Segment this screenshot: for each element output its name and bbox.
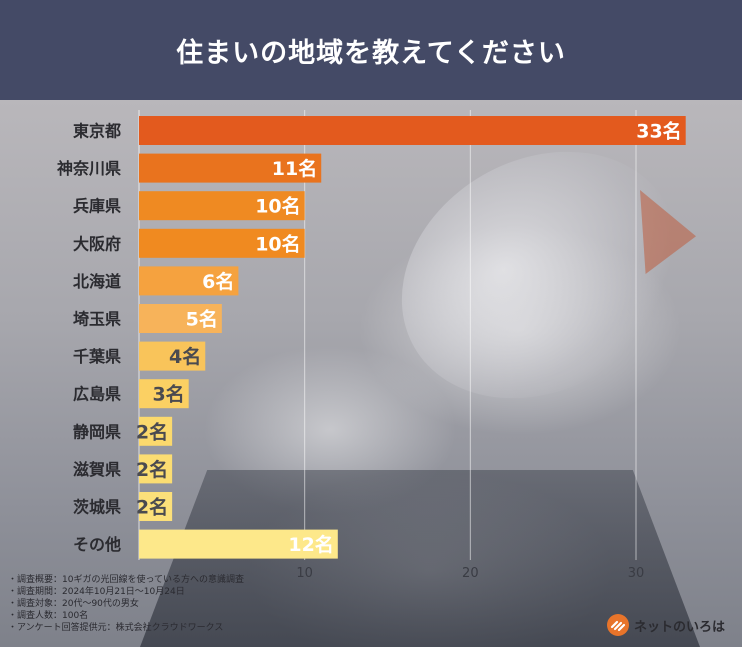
bar: [139, 454, 173, 484]
bar: [139, 416, 173, 446]
value-label: 3名: [152, 383, 184, 406]
category-label: 東京都: [73, 122, 121, 141]
value-label: 2名: [136, 496, 168, 519]
bar: [139, 529, 338, 559]
note-survey-period: ・調査期間：2024年10月21日〜10月24日: [8, 587, 185, 597]
value-label: 2名: [136, 458, 168, 481]
category-label: 兵庫県: [73, 197, 121, 216]
value-label: 6名: [202, 270, 234, 293]
value-label: 5名: [186, 308, 218, 331]
category-label: その他: [73, 535, 121, 554]
note-survey-provider: ・アンケート回答提供元：株式会社クラウドワークス: [8, 623, 224, 633]
bar: [139, 153, 322, 183]
value-label: 33名: [636, 120, 681, 143]
note-survey-count: ・調査人数：100名: [8, 611, 89, 621]
note-survey-summary: ・調査概要：10ギガの光回線を使っている方への意識調査: [8, 575, 245, 585]
header-banner: 住まいの地域を教えてください: [0, 0, 742, 100]
value-label: 4名: [169, 345, 201, 368]
page-title: 住まいの地域を教えてください: [176, 37, 566, 69]
x-axis-tick-labels: 10 20 30: [296, 566, 644, 581]
category-label: 神奈川県: [57, 159, 121, 178]
value-label: 11名: [272, 157, 317, 180]
category-label: 埼玉県: [73, 310, 121, 329]
category-label: 北海道: [73, 272, 121, 291]
bar: [139, 304, 222, 333]
value-labels: 33名 11名 10名 10名 6名 5名 4名 3名 2名 2名 2名 12名: [136, 120, 682, 557]
brand-mark-icon: [607, 614, 629, 636]
brand-name: ネットのいろは: [634, 619, 726, 635]
grid-lines: [138, 110, 637, 560]
value-label: 12名: [288, 533, 333, 556]
bar: [139, 379, 189, 409]
category-label: 千葉県: [73, 347, 121, 366]
category-label: 広島県: [73, 385, 121, 404]
value-label: 2名: [136, 420, 168, 443]
x-tick-label: 20: [462, 566, 479, 581]
value-label: 10名: [255, 195, 300, 218]
bar: [139, 492, 173, 521]
bar: [139, 341, 206, 371]
bar: [139, 191, 305, 221]
category-label: 滋賀県: [73, 460, 121, 479]
bar: [139, 228, 305, 258]
category-label: 静岡県: [73, 422, 121, 441]
bars: [139, 116, 686, 559]
bar: [139, 116, 686, 145]
category-label: 大阪府: [73, 234, 121, 253]
brand-logo: ネットのいろは: [606, 612, 725, 638]
x-tick-label: 30: [628, 566, 645, 581]
note-survey-target: ・調査対象：20代〜90代の男女: [8, 599, 139, 609]
x-tick-label: 10: [296, 566, 313, 581]
bar: [139, 266, 239, 296]
survey-notes: ・調査概要：10ギガの光回線を使っている方への意識調査 ・調査期間：2024年1…: [8, 574, 428, 634]
value-label: 10名: [255, 232, 300, 255]
category-label: 茨城県: [73, 498, 121, 517]
